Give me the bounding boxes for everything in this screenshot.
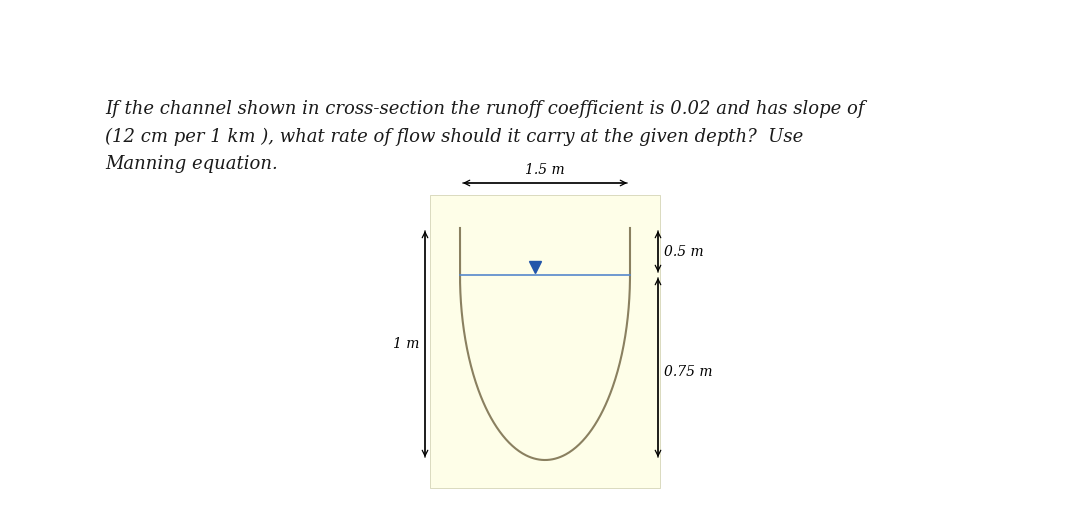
- Bar: [430, 195, 660, 488]
- Text: 1 m: 1 m: [393, 337, 419, 351]
- Text: 1.5 m: 1.5 m: [525, 163, 565, 177]
- Text: 0.5 m: 0.5 m: [664, 244, 704, 258]
- Text: If the channel shown in cross-section the runoff coefficient is 0.02 and has slo: If the channel shown in cross-section th…: [105, 100, 864, 173]
- Text: 0.75 m: 0.75 m: [664, 366, 713, 380]
